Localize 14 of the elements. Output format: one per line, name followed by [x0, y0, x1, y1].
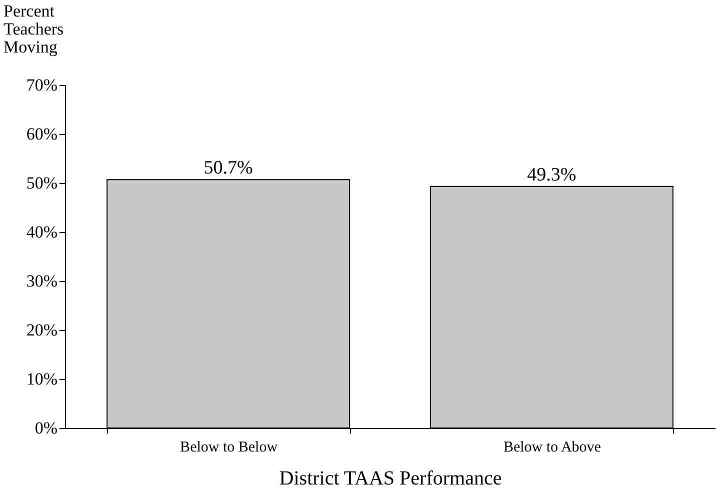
data-label: 50.7% — [204, 158, 254, 179]
data-label: 49.3% — [527, 164, 576, 186]
y-tick-label: 30% — [26, 272, 58, 290]
y-tick-label: 50% — [26, 174, 58, 192]
y-tick-label: 10% — [26, 370, 58, 388]
x-axis-title: District TAAS Performance — [279, 468, 502, 490]
x-tick-label: Below to Below — [180, 440, 278, 456]
y-tick-label: 0% — [34, 418, 58, 438]
y-axis-title: Percent Teachers Moving — [4, 2, 64, 56]
y-tick-label: 70% — [26, 76, 58, 94]
y-tick-label: 40% — [26, 222, 58, 242]
y-tick-label: 20% — [26, 320, 58, 340]
y-tick-label: 60% — [26, 124, 58, 144]
x-tick-label: Below to Above — [503, 440, 602, 456]
